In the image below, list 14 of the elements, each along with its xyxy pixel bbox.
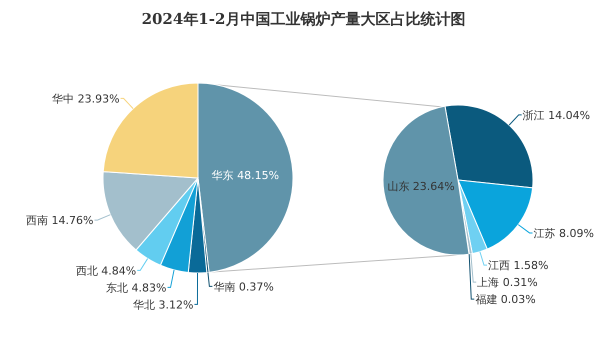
slice-label: 华东 48.15% (212, 169, 280, 182)
slice-label: 西南 14.76% (26, 214, 94, 228)
slice-label: 江苏 8.09% (534, 226, 594, 240)
slice-label: 福建 0.03% (475, 293, 536, 306)
slice-label: 华北 3.12% (133, 298, 194, 312)
slice-label: 江西 1.58% (488, 259, 548, 272)
slice-label: 华中 23.93% (52, 92, 120, 106)
slice-label: 华南 0.37% (213, 280, 274, 294)
slice-label: 山东 23.64% (387, 180, 455, 194)
slice-label: 西北 4.84% (76, 264, 136, 278)
slice-label: 浙江 14.04% (522, 108, 590, 122)
slice-label: 上海 0.31% (477, 276, 538, 290)
chart-title: 2024年1-2月中国工业锅炉产量大区占比统计图 (142, 10, 466, 28)
slice-label: 东北 4.83% (106, 281, 167, 294)
